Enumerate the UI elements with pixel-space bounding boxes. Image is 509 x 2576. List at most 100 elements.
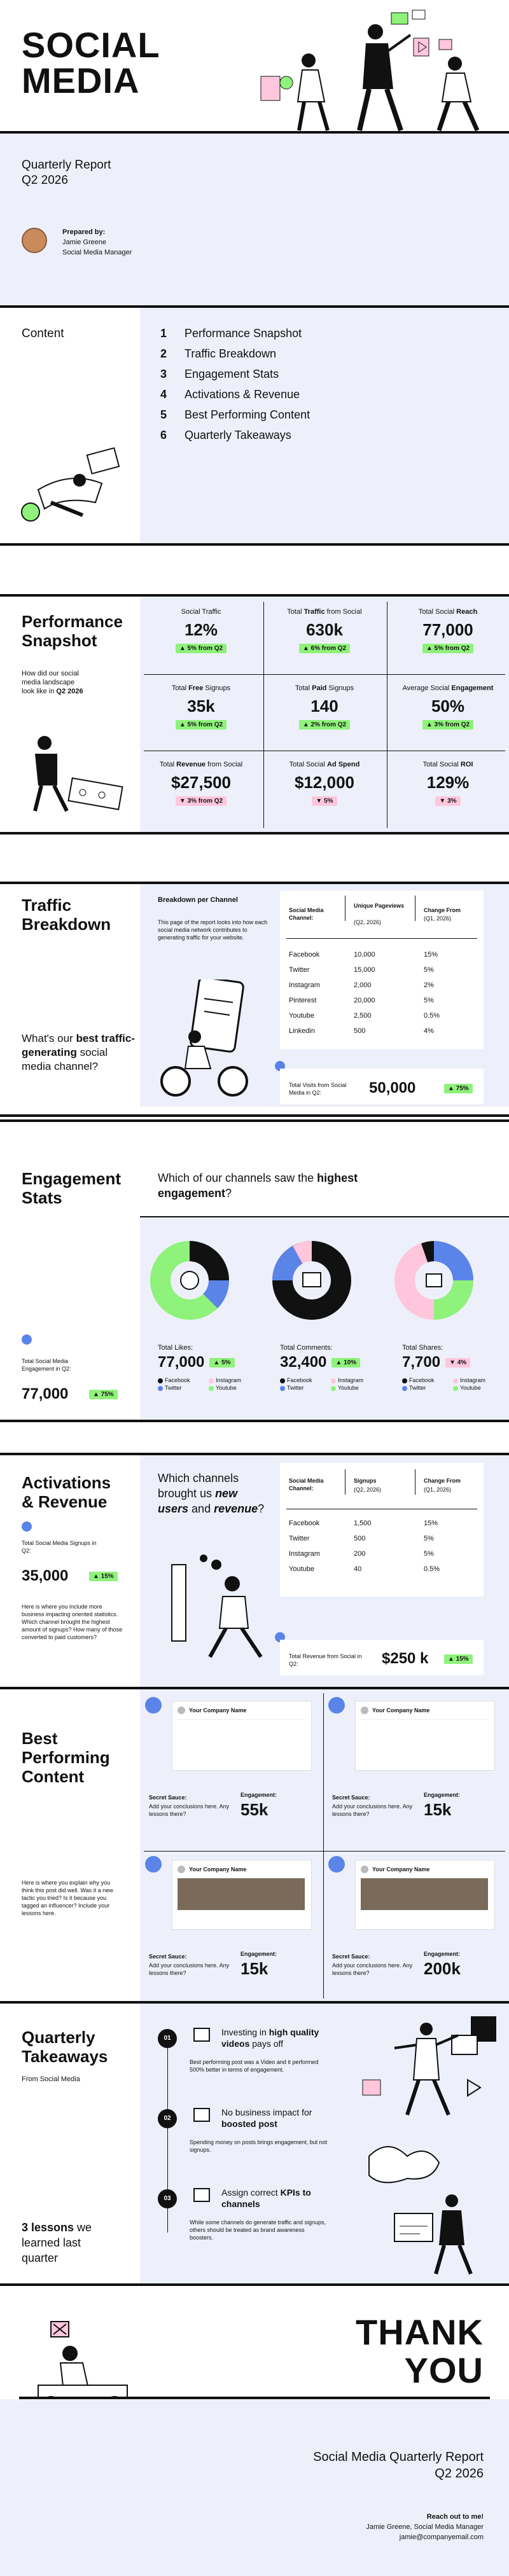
traffic-table-card	[280, 890, 484, 1049]
cell-channel: Instagram	[289, 981, 320, 989]
sauce-label: Secret Sauce:	[149, 1953, 187, 1960]
metric-value: $27,500	[171, 773, 231, 792]
donut-change: ▲ 5%	[209, 1357, 235, 1368]
cell-change: 0.5%	[424, 1565, 440, 1573]
donut-stat: Total Shares: 7,700 ▼ 4% Facebook Instagram T…	[402, 1343, 509, 1392]
linkedin-icon	[328, 1856, 345, 1873]
cell-change: 2%	[424, 981, 434, 989]
traffic-col3-sub: (Q1, 2026)	[424, 915, 452, 922]
cell-channel: Youtube	[289, 1565, 314, 1573]
cover-band	[0, 134, 509, 305]
activations-question: Which channels brought us new users and …	[158, 1472, 265, 1515]
activations-col3: Change From	[424, 1478, 461, 1484]
metric-card: Total Social Reach 77,000 ▲ 5% from Q2	[391, 608, 505, 653]
metric-change: ▲ 5% from Q2	[175, 644, 227, 653]
cell-signups: 200	[354, 1550, 366, 1558]
engagement-question: Which of our channels saw the highest en…	[158, 1172, 358, 1200]
contents-illustration	[21, 447, 120, 522]
legend-item: Facebook	[402, 1376, 453, 1384]
engagement-title-line2: Stats	[22, 1188, 62, 1207]
cell-views: 2,500	[354, 1012, 372, 1020]
contents-item[interactable]: 6 Quarterly Takeaways	[160, 429, 291, 441]
cell-channel: Twitter	[289, 966, 310, 974]
contents-item[interactable]: 1 Performance Snapshot	[160, 327, 302, 340]
takeaway-heading: No business impact for boosted post	[221, 2107, 312, 2129]
engagement-label: Engagement:	[241, 1792, 277, 1798]
traffic-total-label: Total Visits from Social Media in Q2:	[289, 1082, 347, 1096]
takeaways-timeline	[167, 2042, 168, 2233]
snapshot-desc-line3: look like in Q2 2026	[22, 688, 83, 695]
post-preview[interactable]: Your Company Name	[172, 1860, 312, 1930]
legend-swatch	[280, 1378, 285, 1383]
cover-report-line2: Q2 2026	[22, 174, 68, 187]
takeaways-title-line1: Quarterly	[22, 2028, 95, 2047]
engagement-side-label: Total Social Media Engagement in Q2:	[22, 1358, 71, 1372]
prepared-role: Social Media Manager	[62, 249, 132, 256]
legend-swatch	[209, 1378, 214, 1383]
table-row: Youtube 40 0.5%	[289, 1565, 480, 1577]
closing-email[interactable]: jamie@companyemail.com	[399, 2533, 484, 2541]
post-avatar	[361, 1866, 368, 1873]
engagement-rule-top	[0, 1119, 509, 1122]
snapshot-illustration	[33, 736, 123, 812]
cell-change: 15%	[424, 951, 438, 959]
post-media	[361, 1878, 488, 1910]
cell-signups: 40	[354, 1565, 362, 1573]
donut-value: 7,700	[402, 1354, 441, 1371]
cell-views: 500	[354, 1027, 366, 1035]
engagement-rule-bottom	[0, 1420, 509, 1422]
sauce-text: Add your conclusions here. Any lessons t…	[332, 1962, 413, 1976]
legend-item: Twitter	[280, 1384, 331, 1392]
metric-value: 12%	[184, 620, 218, 639]
post-preview[interactable]: Your Company Name	[172, 1701, 312, 1771]
cover-illustration	[260, 10, 480, 132]
post-preview[interactable]: Your Company Name	[355, 1701, 495, 1771]
legend-item: Instagram	[209, 1376, 260, 1384]
engagement-title-line1: Engagement	[22, 1169, 122, 1188]
sauce-text: Add your conclusions here. Any lessons t…	[149, 1803, 230, 1817]
table-row: Facebook 10,000 15%	[289, 950, 480, 963]
activations-title-line1: Activations	[22, 1473, 111, 1492]
takeaway-icon	[193, 2028, 210, 2042]
metric-change: ▲ 5% from Q2	[175, 720, 227, 730]
activations-rule-bottom	[0, 1687, 509, 1689]
post-avatar	[178, 1866, 185, 1873]
metric-card: Total Social Ad Spend $12,000 ▼ 5%	[267, 761, 382, 806]
metric-value: 129%	[426, 773, 470, 792]
cell-views: 20,000	[354, 997, 375, 1004]
engagement-value: 15k	[424, 1800, 452, 1819]
traffic-panel-title: Breakdown per Channel	[158, 896, 238, 904]
traffic-illustration	[160, 980, 248, 1097]
cell-channel: Twitter	[289, 1535, 310, 1542]
contents-item[interactable]: 5 Best Performing Content	[160, 408, 310, 421]
closing-reach: Reach out to me!	[426, 2513, 484, 2521]
metric-label: Social Traffic	[181, 608, 221, 616]
grid-divider	[144, 674, 505, 675]
donut-value-row: 7,700 ▼ 4%	[402, 1354, 509, 1371]
cell-channel: Linkedin	[289, 1027, 315, 1035]
post-preview[interactable]: Your Company Name	[355, 1860, 495, 1930]
best-title-line2: Performing	[22, 1748, 110, 1767]
traffic-rule-bottom	[0, 1114, 509, 1117]
table-row: Linkedin 500 4%	[289, 1027, 480, 1039]
takeaway-desc: Best performing post was a Video and it …	[190, 2059, 319, 2073]
table-row: Pinterest 20,000 5%	[289, 996, 480, 1009]
metric-card: Total Free Signups 35k ▲ 5% from Q2	[144, 684, 258, 730]
metric-label: Total Paid Signups	[295, 684, 354, 692]
traffic-total-value: 50,000	[369, 1079, 416, 1097]
metric-label: Total Revenue from Social	[159, 761, 243, 768]
contents-item[interactable]: 2 Traffic Breakdown	[160, 347, 277, 360]
cell-channel: Facebook	[289, 951, 320, 959]
metric-card: Average Social Engagement 50% ▲ 3% from Q2	[391, 684, 505, 730]
best-title-line1: Best	[22, 1729, 58, 1748]
contents-item[interactable]: 3 Engagement Stats	[160, 368, 279, 380]
legend-swatch	[158, 1378, 163, 1383]
contents-item[interactable]: 4 Activations & Revenue	[160, 388, 300, 401]
grid-divider	[263, 602, 264, 828]
metric-card: Total Traffic from Social 630k ▲ 6% from Q…	[267, 608, 382, 653]
takeaway-heading: Assign correct KPIs to channels	[221, 2187, 311, 2209]
activations-total-change: ▲ 15%	[444, 1654, 473, 1664]
takeaways-lessons: 3 lessons we learned last quarter	[22, 2221, 92, 2264]
engagement-rule-mid	[140, 1216, 509, 1217]
donut-label: Total Likes:	[158, 1344, 193, 1352]
